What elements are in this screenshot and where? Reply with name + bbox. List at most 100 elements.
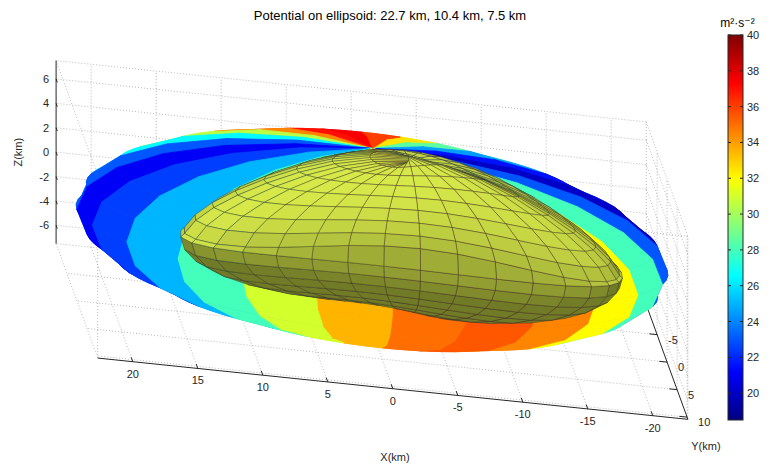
colorbar-tick bbox=[740, 142, 743, 143]
colorbar-label: m²·s⁻² bbox=[720, 16, 754, 30]
asteroid-face bbox=[348, 245, 384, 266]
grid-line bbox=[56, 79, 646, 140]
colorbar-tick bbox=[740, 35, 743, 36]
colorbar-tick bbox=[740, 106, 743, 107]
x-tick bbox=[196, 364, 198, 368]
title: Potential on ellipsoid: 22.7 km, 10.4 km… bbox=[254, 8, 526, 23]
asteroid-face bbox=[411, 166, 426, 176]
asteroid-face bbox=[312, 245, 349, 262]
asteroid-face bbox=[390, 197, 418, 211]
asteroid-face bbox=[589, 281, 609, 287]
colorbar-tick bbox=[728, 357, 731, 358]
z-tick bbox=[56, 225, 57, 228]
z-tick bbox=[56, 177, 57, 180]
x-tick-label: -15 bbox=[580, 415, 596, 427]
ellipsoid bbox=[76, 128, 668, 351]
asteroid-face bbox=[452, 227, 492, 248]
z-axis bbox=[56, 61, 57, 244]
y-tick bbox=[659, 361, 667, 363]
grid-line bbox=[646, 140, 688, 254]
y-tick-label: -5 bbox=[668, 334, 678, 346]
grid-line bbox=[657, 152, 658, 335]
x-tick-label: 10 bbox=[257, 381, 269, 393]
asteroid-face bbox=[213, 244, 245, 252]
y-axis bbox=[646, 305, 688, 419]
colorbar-tick bbox=[728, 142, 731, 143]
box-edge bbox=[56, 61, 98, 175]
colorbar-tick bbox=[740, 357, 743, 358]
asteroid-face bbox=[413, 176, 434, 188]
colorbar-tick-label: 38 bbox=[747, 65, 759, 77]
asteroid-face bbox=[192, 239, 217, 248]
asteroid-face bbox=[393, 186, 417, 198]
asteroid-face bbox=[352, 220, 388, 234]
y-tick-label: 5 bbox=[688, 389, 694, 401]
z-tick bbox=[56, 103, 57, 106]
colorbar-tick-label: 30 bbox=[747, 208, 759, 220]
grid bbox=[56, 61, 688, 420]
x-tick bbox=[391, 384, 393, 388]
z-tick-label: 0 bbox=[43, 146, 49, 158]
asteroid-face bbox=[419, 223, 456, 241]
z-tick-label: -6 bbox=[39, 219, 49, 231]
asteroid-face bbox=[349, 233, 386, 246]
x-tick bbox=[521, 398, 523, 402]
x-tick bbox=[456, 391, 458, 395]
colorbar-tick-label: 28 bbox=[747, 244, 759, 256]
y-tick bbox=[679, 416, 687, 418]
colorbar-tick bbox=[740, 214, 743, 215]
x-tick bbox=[261, 371, 263, 375]
chart: Potential on ellipsoid: 22.7 km, 10.4 km… bbox=[0, 0, 770, 475]
axes bbox=[56, 61, 688, 420]
y-axis-title: Y(km) bbox=[691, 440, 720, 452]
colorbar-tick bbox=[728, 106, 731, 107]
z-axis-title: Z(km) bbox=[12, 138, 24, 167]
x-axis bbox=[98, 358, 688, 419]
ellipsoid-patch bbox=[456, 325, 532, 342]
asteroid-face bbox=[327, 182, 362, 194]
colorbar-scale bbox=[728, 35, 743, 420]
asteroid-face bbox=[371, 160, 408, 162]
z-tick bbox=[56, 201, 57, 204]
x-axis-title: X(km) bbox=[380, 451, 409, 463]
colorbar-tick bbox=[728, 285, 731, 286]
z-tick-label: -2 bbox=[39, 171, 49, 183]
y-tick-label: 0 bbox=[678, 361, 684, 373]
asteroid-face bbox=[242, 247, 278, 256]
z-tick-label: 6 bbox=[43, 73, 49, 85]
colorbar-tick bbox=[728, 70, 731, 71]
colorbar-tick bbox=[728, 214, 731, 215]
box-edge bbox=[56, 244, 98, 358]
asteroid-face bbox=[217, 230, 254, 247]
colorbar-tick bbox=[740, 393, 743, 394]
x-tick-label: -10 bbox=[515, 408, 531, 420]
z-tick-label: 2 bbox=[43, 122, 49, 134]
asteroid-face bbox=[276, 246, 313, 259]
x-tick-label: 20 bbox=[127, 368, 139, 380]
asteroid-face bbox=[564, 286, 592, 298]
ellipsoid-patch bbox=[295, 140, 372, 148]
z-tick-label: 4 bbox=[43, 97, 49, 109]
asteroid-face bbox=[385, 221, 420, 236]
colorbar-tick bbox=[728, 321, 731, 322]
z-tick bbox=[56, 152, 57, 155]
colorbar-tick-label: 24 bbox=[747, 316, 759, 328]
x-tick-label: -20 bbox=[645, 422, 661, 434]
colorbar-tick bbox=[740, 70, 743, 71]
x-tick bbox=[131, 357, 133, 361]
x-tick-label: 0 bbox=[390, 395, 396, 407]
colorbar-tick-label: 26 bbox=[747, 280, 759, 292]
asteroid-face bbox=[589, 286, 609, 298]
asteroid-face bbox=[384, 246, 421, 270]
colorbar-tick bbox=[740, 178, 743, 179]
asteroid-face bbox=[400, 167, 413, 176]
colorbar-tick bbox=[728, 35, 731, 36]
box-edge bbox=[646, 122, 688, 236]
grid-line bbox=[97, 356, 687, 417]
x-tick bbox=[326, 378, 328, 382]
colorbar-tick-label: 40 bbox=[747, 29, 759, 41]
asteroid-face bbox=[286, 192, 327, 206]
z-tick bbox=[56, 79, 57, 82]
z-tick-label: -4 bbox=[39, 195, 49, 207]
z-tick bbox=[56, 128, 57, 131]
